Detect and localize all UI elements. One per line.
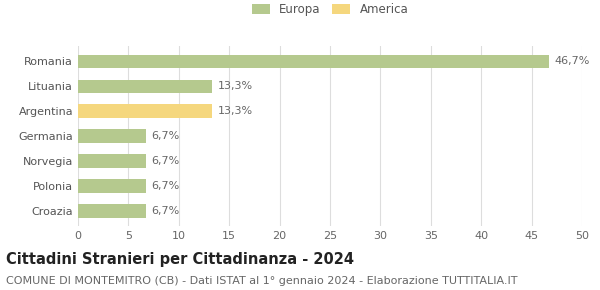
Text: 6,7%: 6,7%	[152, 131, 180, 141]
Bar	[78, 179, 146, 193]
Text: 46,7%: 46,7%	[555, 57, 590, 66]
Bar	[78, 204, 146, 218]
Bar	[78, 154, 146, 168]
Bar	[78, 129, 146, 143]
Text: COMUNE DI MONTEMITRO (CB) - Dati ISTAT al 1° gennaio 2024 - Elaborazione TUTTITA: COMUNE DI MONTEMITRO (CB) - Dati ISTAT a…	[6, 276, 517, 285]
Legend: Europa, America: Europa, America	[247, 0, 413, 21]
Bar	[78, 55, 549, 68]
Text: 13,3%: 13,3%	[218, 106, 253, 116]
Text: 6,7%: 6,7%	[152, 206, 180, 216]
Bar	[78, 79, 212, 93]
Text: 6,7%: 6,7%	[152, 181, 180, 191]
Text: Cittadini Stranieri per Cittadinanza - 2024: Cittadini Stranieri per Cittadinanza - 2…	[6, 252, 354, 267]
Text: 6,7%: 6,7%	[152, 156, 180, 166]
Bar	[78, 104, 212, 118]
Text: 13,3%: 13,3%	[218, 81, 253, 91]
